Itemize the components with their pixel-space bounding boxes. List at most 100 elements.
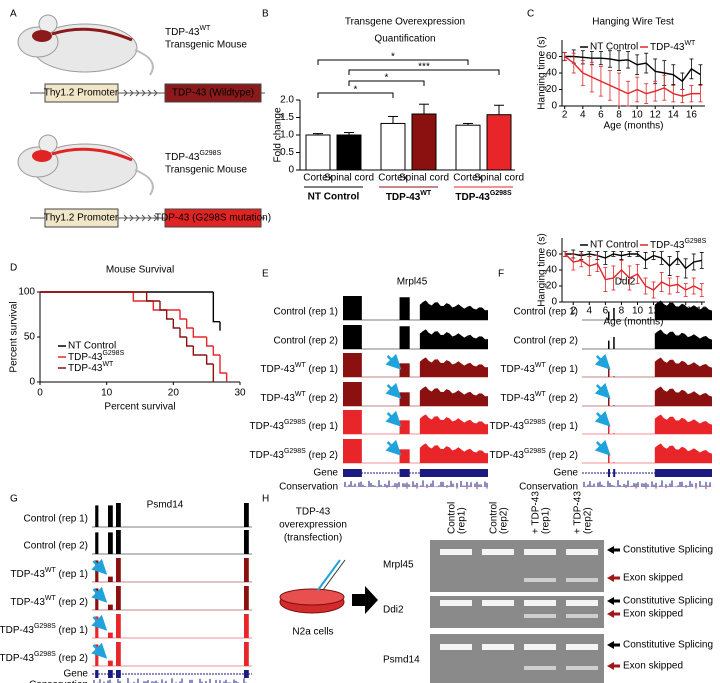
coverage-peak xyxy=(343,296,362,320)
gel-band xyxy=(566,578,598,582)
survival-step xyxy=(185,319,194,329)
band-label: Constitutive Splicing xyxy=(623,596,713,607)
survival-step xyxy=(179,310,187,320)
x-axis-label: Age (months) xyxy=(603,317,663,328)
coverage-peak xyxy=(608,311,610,320)
conservation-up xyxy=(93,678,247,683)
lane-label: Control xyxy=(489,502,500,534)
chevron xyxy=(141,214,146,222)
coverage-peak xyxy=(108,532,113,554)
transgene-label: TDP-43 (G298S mutation) xyxy=(155,213,271,224)
x-tick-label: 30 xyxy=(234,388,246,399)
x-tick-label: 14 xyxy=(668,110,680,121)
group-label: NT Control xyxy=(308,192,360,203)
coverage-peak xyxy=(399,326,410,349)
x-axis-label: Percent survival xyxy=(104,402,175,413)
skip-arrow xyxy=(91,614,108,631)
bar xyxy=(336,134,362,171)
x-tick-label: 16 xyxy=(686,110,698,121)
survival-step xyxy=(185,337,194,347)
gel-band xyxy=(524,549,556,555)
coverage-peak xyxy=(108,604,113,610)
mouse-wt xyxy=(17,14,154,76)
y-tick-label: 1.0 xyxy=(280,130,294,141)
survival-step xyxy=(179,328,187,338)
coverage-peak xyxy=(116,530,121,554)
coverage-peak xyxy=(108,576,113,582)
mouse-spinal-cord xyxy=(51,147,133,162)
gene-exon xyxy=(399,469,410,477)
significance-bracket xyxy=(317,92,394,98)
coverage-peak xyxy=(613,376,615,377)
coverage-peak xyxy=(244,558,249,582)
panel-label: C xyxy=(527,9,534,20)
coverage-peak xyxy=(399,420,410,434)
transgene-box xyxy=(164,83,262,103)
gel-band xyxy=(524,666,556,670)
coverage-peak xyxy=(95,532,99,554)
chevron xyxy=(153,214,158,222)
track-label: TDP-43WT (rep 2) xyxy=(500,391,578,404)
coverage-peak xyxy=(608,368,610,377)
x-tick-label: Cortex xyxy=(453,173,482,184)
cells-label: N2a cells xyxy=(292,627,333,638)
legend-label: NT Control xyxy=(590,42,638,53)
gel-band xyxy=(566,600,598,606)
mouse-line: TDP-43G298S xyxy=(165,150,222,163)
coverage-peak xyxy=(419,357,488,377)
band-label: Exon skipped xyxy=(623,573,683,584)
significance-bracket xyxy=(348,69,500,75)
conservation-down xyxy=(346,487,488,490)
chevron xyxy=(153,89,158,97)
panel-label: B xyxy=(262,9,269,20)
conservation-label: Conservation xyxy=(279,482,338,493)
treatment-label: (transfection) xyxy=(284,533,342,544)
gene-exon xyxy=(654,469,712,477)
band-label: Exon skipped xyxy=(623,609,683,620)
coverage-peak xyxy=(399,363,410,377)
gene-label: Gene xyxy=(64,669,89,680)
y-tick-label: 1.5 xyxy=(280,112,294,123)
legend-label: TDP-43G298S xyxy=(650,238,707,251)
x-tick-label: Spinal cord xyxy=(399,173,449,184)
y-tick-label: 20 xyxy=(546,281,558,292)
mouse-g298s xyxy=(17,134,154,196)
coverage-peak xyxy=(654,443,712,463)
coverage-peak xyxy=(608,340,610,349)
band-arrow xyxy=(607,641,620,649)
x-tick-label: 6 xyxy=(603,306,609,317)
x-tick-label: 8 xyxy=(619,306,625,317)
band-label: Exon skipped xyxy=(623,661,683,672)
x-tick-label: 8 xyxy=(616,110,622,121)
survival-step xyxy=(205,337,214,347)
coverage-peak xyxy=(419,443,488,463)
coverage-peak xyxy=(399,392,410,406)
y-tick-label: 20 xyxy=(546,84,558,95)
x-tick-label: 12 xyxy=(648,306,660,317)
legend-label: TDP-43WT xyxy=(68,361,114,374)
survival-step xyxy=(192,328,207,338)
x-tick-label: 10 xyxy=(632,110,644,121)
band-arrow xyxy=(607,574,620,582)
track-label: TDP-43G298S (rep 2) xyxy=(490,448,578,461)
significance-bracket xyxy=(317,59,469,65)
band-label: Constitutive Splicing xyxy=(623,545,713,556)
survival-step xyxy=(145,292,160,302)
x-tick-label: Spinal cord xyxy=(324,173,374,184)
series-line xyxy=(564,55,701,97)
conservation-label: Conservation xyxy=(519,482,578,493)
track-label: Control (rep 2) xyxy=(24,541,88,552)
bar xyxy=(380,122,406,171)
track-label: TDP-43WT (rep 2) xyxy=(260,391,338,404)
track-label: TDP-43G298S (rep 2) xyxy=(250,448,338,461)
culture-dish-top xyxy=(279,588,345,606)
series-line xyxy=(564,55,701,83)
gel-band xyxy=(440,600,472,606)
x-tick-label: 12 xyxy=(650,110,662,121)
coverage-peak xyxy=(419,386,488,406)
track-label: Control (rep 1) xyxy=(514,307,578,318)
chevron xyxy=(147,214,152,222)
band-arrow xyxy=(607,662,620,670)
coverage-peak xyxy=(654,386,712,406)
conservation-label: Conservation xyxy=(29,680,88,683)
